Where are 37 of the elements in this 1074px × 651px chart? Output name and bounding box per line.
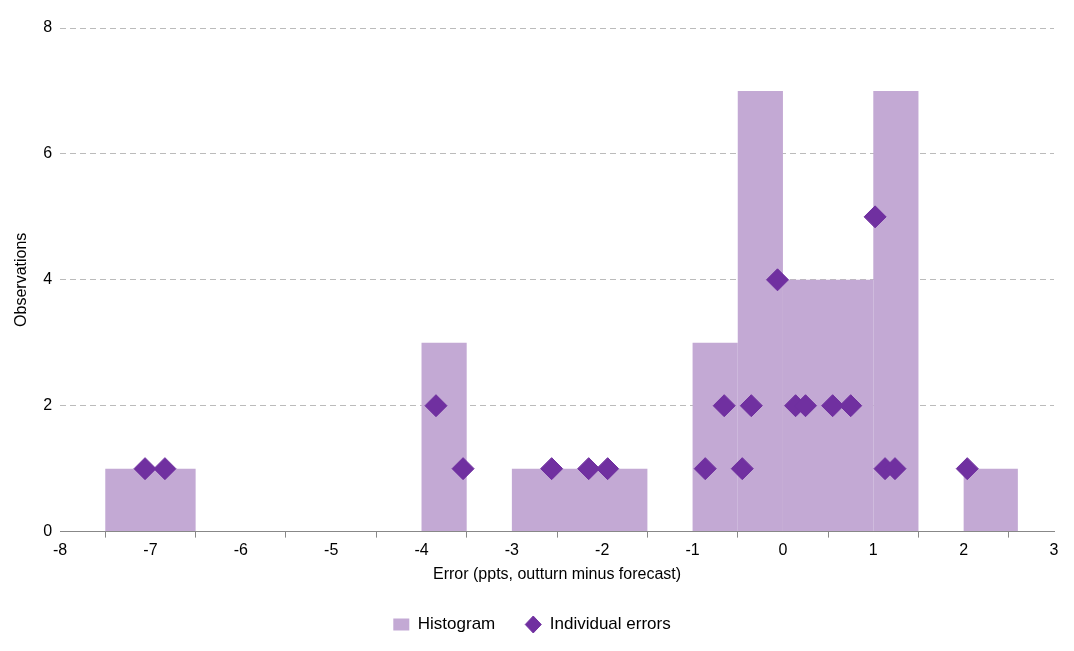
- x-tick-label: -2: [595, 540, 610, 558]
- y-tick-label: 4: [43, 270, 53, 288]
- point: [712, 394, 736, 418]
- point: [739, 394, 763, 418]
- point: [424, 394, 448, 418]
- point: [955, 457, 979, 481]
- x-tick-label: 2: [959, 540, 969, 558]
- point: [839, 394, 863, 418]
- x-tick-label: -8: [52, 540, 68, 558]
- x-tick-label: 1: [868, 540, 878, 558]
- y-tick-label: 2: [43, 396, 53, 414]
- x-tick-label: 3: [1049, 540, 1059, 558]
- point: [540, 457, 564, 481]
- point: [821, 394, 845, 418]
- x-tick-label: -5: [324, 540, 339, 558]
- point: [863, 205, 887, 229]
- x-tick-label: -6: [233, 540, 249, 558]
- x-tick-label: -4: [414, 540, 429, 558]
- y-axis-title: Observations: [12, 232, 30, 327]
- x-tick-label: -3: [504, 540, 520, 558]
- point: [153, 457, 177, 481]
- point: [730, 457, 754, 481]
- x-tick-label: -1: [685, 540, 700, 558]
- x-tick-label: 0: [778, 540, 788, 558]
- y-tick-label: 6: [43, 144, 53, 162]
- point: [693, 457, 717, 481]
- point: [766, 268, 790, 292]
- x-axis-title: Error (ppts, outturn minus forecast): [433, 564, 682, 582]
- point: [451, 457, 475, 481]
- x-tick-label: -7: [143, 540, 158, 558]
- point: [577, 457, 601, 481]
- point: [596, 457, 620, 481]
- point: [133, 457, 157, 481]
- y-tick-label: 0: [43, 522, 53, 540]
- y-tick-label: 8: [43, 18, 53, 36]
- legend-label: Individual errors: [549, 614, 671, 634]
- legend-label: Histogram: [417, 614, 496, 634]
